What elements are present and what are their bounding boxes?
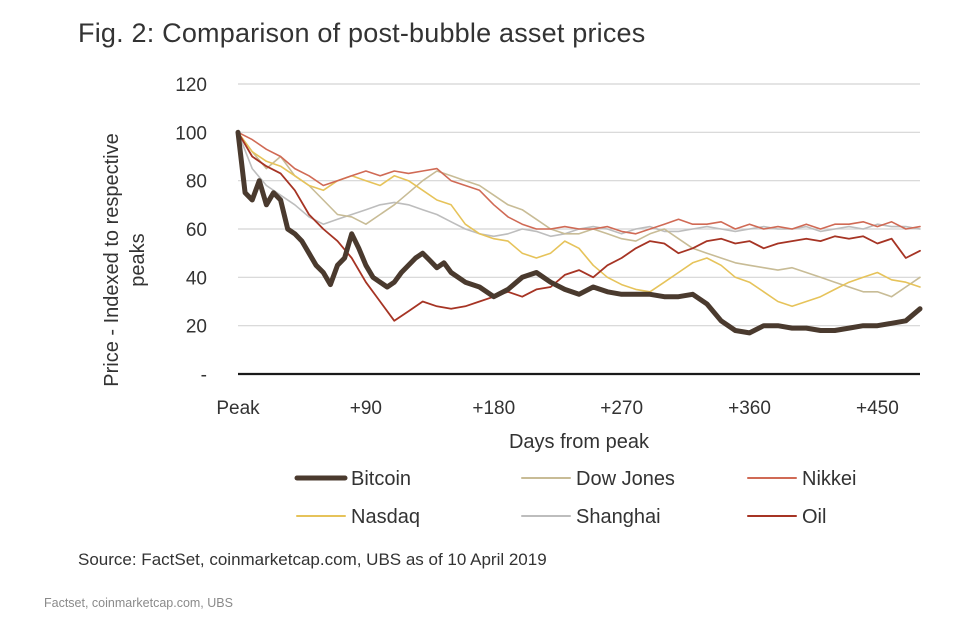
legend-label: Oil — [802, 506, 826, 528]
x-tick-label: +360 — [728, 398, 771, 419]
series-line-dow-jones — [237, 131, 921, 298]
y-axis-label-line: Price - Indexed to respective — [101, 133, 123, 386]
x-tick-labels: Peak +90 +180 +270 +360 +450 — [216, 398, 898, 419]
x-tick-label: +90 — [350, 398, 382, 419]
y-tick-label: 20 — [186, 317, 207, 338]
image-credit: Factset, coinmarketcap.com, UBS — [44, 596, 233, 610]
x-tick-label: Peak — [216, 398, 260, 419]
y-tick-label: 120 — [175, 75, 207, 96]
y-tick-label: 60 — [186, 220, 207, 241]
gridlines — [238, 83, 920, 327]
y-axis-label-line: peaks — [127, 233, 149, 286]
series-line-oil — [237, 131, 921, 322]
series-lines — [235, 129, 923, 336]
y-tick-label: 100 — [175, 123, 207, 144]
source-note: Source: FactSet, coinmarketcap.com, UBS … — [78, 550, 547, 569]
legend-label: Bitcoin — [351, 468, 411, 490]
legend-item: Bitcoin — [294, 468, 411, 490]
y-tick-labels: - 20 40 60 80 100 120 — [175, 75, 207, 386]
legend-label: Dow Jones — [576, 468, 675, 490]
legend-item: Nikkei — [747, 468, 856, 490]
x-tick-label: +270 — [600, 398, 643, 419]
x-tick-label: +450 — [856, 398, 899, 419]
series-line-nasdaq — [237, 131, 921, 308]
legend-item: Dow Jones — [521, 468, 675, 490]
y-tick-label: 80 — [186, 172, 207, 193]
legend-item: Oil — [747, 506, 826, 528]
y-axis-label: Price - Indexed to respective peaks — [101, 133, 149, 386]
legend-item: Shanghai — [521, 506, 661, 528]
series-line-bitcoin — [235, 129, 923, 336]
y-tick-label: - — [201, 365, 207, 386]
legend: Bitcoin Dow Jones Nikkei Nasdaq Shanghai Oil — [294, 468, 856, 528]
legend-label: Nasdaq — [351, 506, 420, 528]
x-axis-label: Days from peak — [509, 431, 650, 453]
y-tick-label: 40 — [186, 268, 207, 289]
legend-item: Nasdaq — [296, 506, 420, 528]
x-tick-label: +180 — [472, 398, 515, 419]
legend-label: Shanghai — [576, 506, 661, 528]
chart-title: Fig. 2: Comparison of post-bubble asset … — [78, 18, 646, 48]
series-line-nikkei — [237, 131, 921, 235]
series-line-shanghai — [237, 131, 921, 238]
legend-label: Nikkei — [802, 468, 856, 490]
